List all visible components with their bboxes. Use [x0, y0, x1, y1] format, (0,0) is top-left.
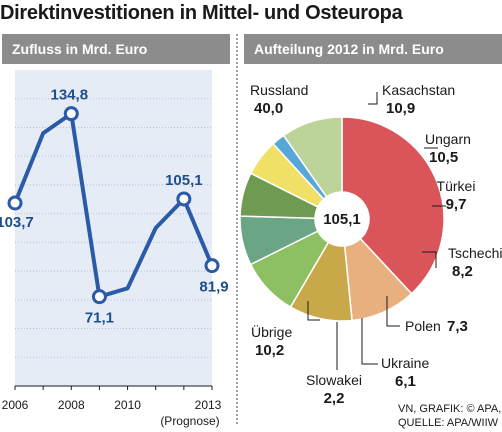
data-label: 71,1: [85, 310, 114, 327]
data-point: [176, 191, 192, 207]
data-point: [63, 106, 79, 122]
data-label: 81,9: [199, 279, 228, 296]
slice-name: Russland: [250, 82, 308, 98]
slice-name: Übrige: [251, 323, 292, 340]
slice-name: Tschechien: [448, 245, 502, 261]
slice-value: 7,3: [447, 318, 468, 335]
slice-value: 10,2: [255, 342, 284, 359]
slice-name: Kasachstan: [382, 82, 455, 98]
pie-chart-header: Aufteilung 2012 in Mrd. Euro: [244, 34, 502, 64]
slice-value: 9,7: [446, 196, 467, 213]
x-tick-note: (Prognose): [160, 414, 219, 428]
data-point: [7, 195, 23, 211]
x-tick-label: 2013: [195, 398, 222, 412]
leader-line: [307, 301, 320, 321]
pie-slice: [282, 116, 343, 198]
slice-name: Slowakei: [306, 372, 362, 388]
pie-chart: Russland 40,0 Kasachstan 10,9 Ungarn 10,5 Türk…: [239, 82, 502, 407]
data-label: 105,1: [165, 172, 203, 189]
plot-area: [15, 70, 212, 386]
slice-value: 2,2: [324, 390, 345, 407]
slice-value: 10,5: [429, 149, 458, 166]
leader-line: [386, 296, 400, 327]
x-tick-label: 2006: [2, 398, 29, 412]
slice-name: Ungarn: [425, 131, 471, 147]
data-point: [204, 258, 220, 274]
slice-value: 40,0: [254, 100, 283, 117]
slice-name: Polen: [405, 318, 441, 334]
data-point: [91, 289, 107, 305]
leader-line: [422, 251, 437, 268]
slice-name: Türkei: [437, 178, 476, 194]
slice-value: 10,9: [386, 100, 415, 117]
source-line-1: VN, GRAFIK: © APA,: [398, 403, 502, 415]
data-label: 134,8: [51, 87, 89, 104]
pie-total-label: 105,1: [323, 211, 361, 228]
donut-hole: [315, 192, 369, 246]
line-chart: 103,7 134,8 71,1 105,1 81,9 2006 2008 2010 2013 (…: [0, 70, 229, 428]
slice-value: 8,2: [452, 263, 473, 280]
line-chart-header: Zufluss in Mrd. Euro: [2, 34, 230, 64]
page-title: Direktinvestitionen in Mittel- und Osteu…: [0, 2, 403, 24]
source-line-2: QUELLE: APA/WIIW: [398, 417, 499, 429]
panel-divider: [236, 34, 238, 424]
data-label: 103,7: [0, 214, 34, 231]
leader-line: [361, 318, 378, 365]
x-tick-label: 2010: [114, 398, 141, 412]
slice-value: 6,1: [395, 373, 416, 390]
leader-line: [368, 92, 378, 105]
x-tick-label: 2008: [58, 398, 85, 412]
slice-name: Ukraine: [381, 355, 429, 371]
